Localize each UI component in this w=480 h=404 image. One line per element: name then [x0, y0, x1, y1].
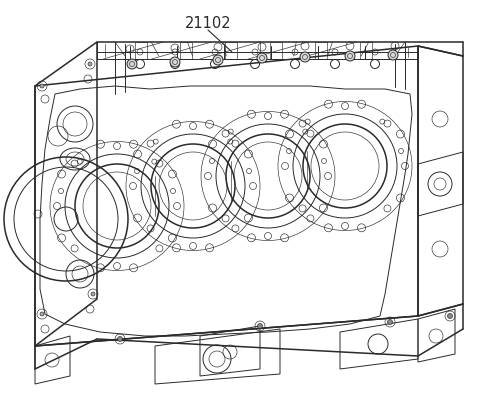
- Circle shape: [127, 59, 137, 69]
- Circle shape: [91, 292, 95, 296]
- Circle shape: [40, 84, 44, 88]
- Circle shape: [213, 55, 223, 65]
- Circle shape: [118, 337, 122, 341]
- Circle shape: [257, 324, 263, 328]
- Circle shape: [387, 320, 393, 324]
- Circle shape: [88, 62, 92, 66]
- Circle shape: [447, 314, 453, 318]
- Circle shape: [300, 52, 310, 62]
- Circle shape: [170, 57, 180, 67]
- Circle shape: [257, 53, 267, 63]
- Circle shape: [345, 51, 355, 61]
- Circle shape: [40, 312, 44, 316]
- Circle shape: [388, 50, 398, 60]
- Text: 21102: 21102: [185, 17, 231, 32]
